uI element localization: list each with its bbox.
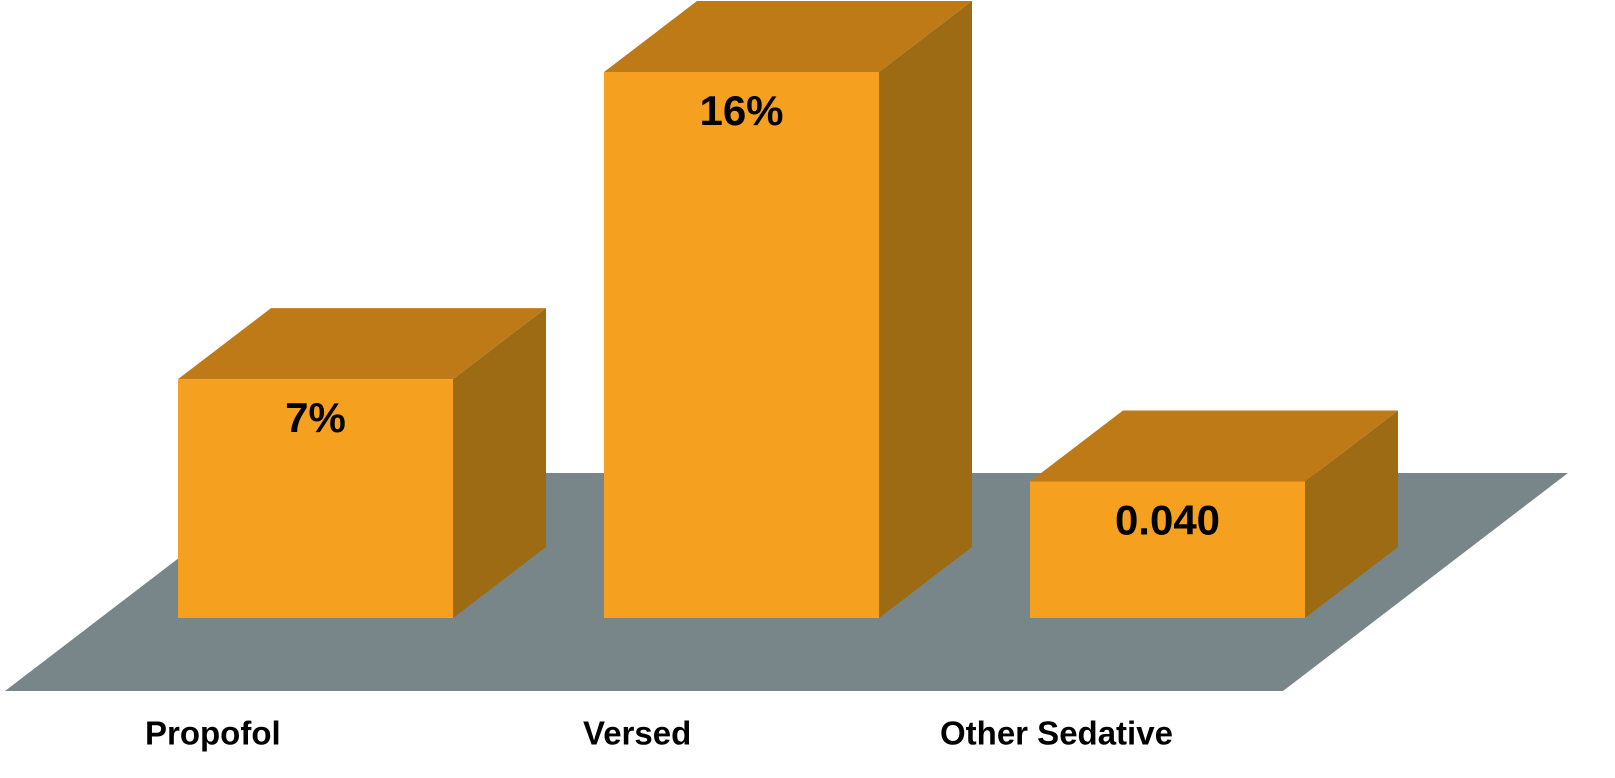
bar-side (453, 308, 546, 618)
bar-side (1305, 410, 1398, 618)
value-label: 7% (285, 394, 346, 441)
bar (1030, 481, 1305, 618)
bar-side (879, 1, 972, 618)
x-tick-label: Propofol (145, 715, 281, 752)
bar (178, 379, 453, 618)
bar-top (178, 308, 546, 380)
bar-top (1030, 410, 1398, 482)
bar-top (604, 1, 972, 72)
value-label: 0.040 (1115, 497, 1220, 544)
x-tick-label: Other Sedative (940, 715, 1173, 752)
bar (604, 72, 879, 618)
x-tick-label: Versed (583, 715, 691, 752)
value-label: 16% (699, 87, 783, 134)
